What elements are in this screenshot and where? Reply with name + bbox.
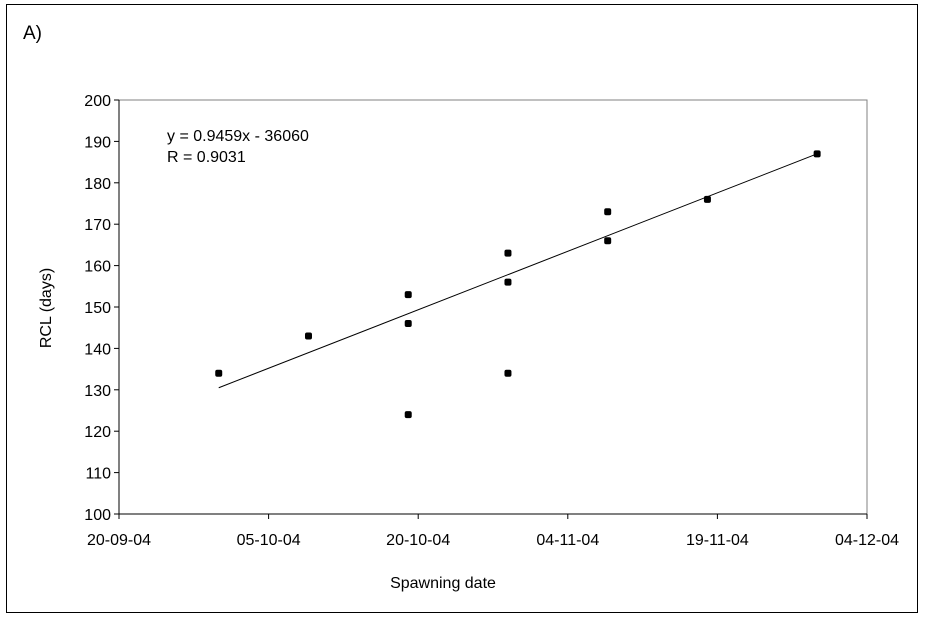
- y-tick-label: 190: [84, 134, 111, 151]
- r-value-annotation: R = 0.9031: [167, 149, 246, 166]
- data-point: [504, 369, 512, 377]
- y-tick-label: 130: [84, 383, 111, 400]
- data-point: [703, 195, 711, 203]
- y-tick-label: 150: [84, 300, 111, 317]
- y-tick-label: 160: [84, 259, 111, 276]
- plot-area: [118, 99, 868, 515]
- y-axis-title: RCL (days): [38, 268, 55, 348]
- data-point: [304, 332, 312, 340]
- y-tick-label: 100: [84, 507, 111, 524]
- data-point: [604, 237, 612, 245]
- y-tick-label: 140: [84, 341, 111, 358]
- data-point: [215, 369, 223, 377]
- x-tick-label: 05-10-04: [237, 532, 301, 549]
- data-point: [813, 150, 821, 158]
- x-tick-label: 19-11-04: [686, 532, 749, 549]
- x-tick-label: 04-11-04: [536, 532, 599, 549]
- scatter-chart: A) 100 110 120 130 140 150 160 170 180 190 200 20-0…: [23, 23, 899, 592]
- equation-annotation: y = 0.9459x - 36060: [167, 128, 309, 145]
- x-tick-label: 20-10-04: [386, 532, 450, 549]
- data-point: [404, 411, 412, 419]
- data-point: [404, 320, 412, 328]
- data-point: [404, 291, 412, 299]
- data-point: [604, 208, 612, 216]
- data-point: [504, 278, 512, 286]
- x-axis-title: Spawning date: [390, 575, 496, 592]
- chart-frame: A) 100 110 120 130 140 150 160 170 180 190 200 20-0…: [6, 4, 918, 613]
- y-tick-label: 170: [84, 217, 111, 234]
- panel-label: A): [23, 23, 42, 44]
- data-point: [504, 249, 512, 257]
- trendline: [218, 153, 818, 389]
- y-tick-label: 110: [85, 466, 111, 483]
- x-tick-label: 20-09-04: [87, 532, 151, 549]
- y-tick-label: 120: [84, 424, 111, 441]
- y-tick-label: 180: [84, 176, 111, 193]
- y-tick-label: 200: [84, 93, 111, 110]
- x-tick-label: 04-12-04: [835, 532, 899, 549]
